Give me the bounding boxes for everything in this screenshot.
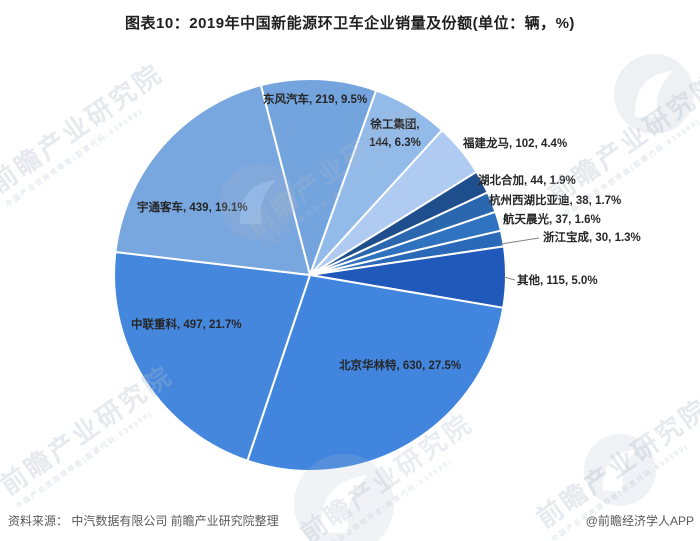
source-note: 资料来源： 中汽数据有限公司 前瞻产业研究院整理 [8, 514, 279, 528]
slice-label: 其他, 115, 5.0% [517, 275, 598, 287]
pie-slice [113, 251, 311, 462]
pie-slice [259, 78, 378, 276]
pie-slice [246, 274, 505, 472]
slice-label: 东风汽车, 219, 9.5% [263, 94, 368, 106]
chart-title: 图表10：2019年中国新能源环卫车企业销量及份额(单位：辆，%) [125, 15, 575, 32]
leader-line [503, 276, 516, 281]
leader-line [500, 237, 540, 245]
slice-label: 浙江宝成, 30, 1.3% [543, 232, 641, 244]
slice-label: 杭州西湖比亚迪, 38, 1.7% [489, 195, 622, 207]
slice-label: 湖北合加, 44, 1.9% [478, 175, 576, 187]
slice-label: 航天晨光, 37, 1.6% [503, 214, 601, 226]
credit-note: @前瞻经济学人APP [585, 514, 694, 528]
slice-label: 北京华林特, 630, 27.5% [339, 360, 462, 372]
pie-slice [114, 84, 311, 276]
slice-label: 徐工集团, 144, 6.3% [369, 119, 421, 149]
slice-label: 宇通客车, 439, 19.1% [137, 202, 248, 214]
slice-label: 中联重科, 497, 21.7% [131, 319, 242, 331]
slice-label: 福建龙马, 102, 4.4% [463, 138, 568, 150]
